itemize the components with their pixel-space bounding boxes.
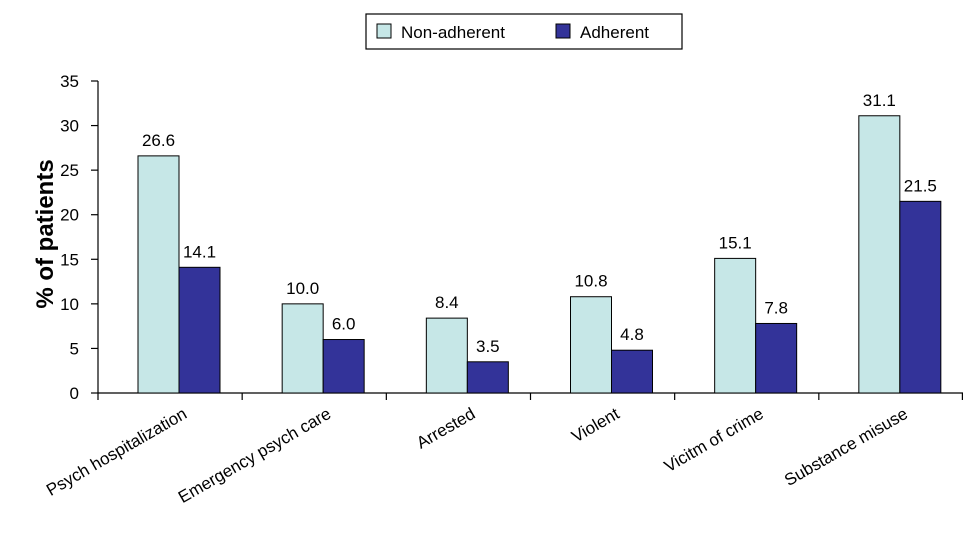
bar-labels: 26.6 14.1 10.0 6.0 8.4 3.5 10.8 4.8 15.1 7.8 31.1 2… — [142, 91, 937, 356]
y-tick-label: 15 — [60, 250, 79, 269]
legend-label: Adherent — [580, 23, 649, 42]
y-tick-label: 30 — [60, 117, 79, 136]
data-label: 7.8 — [764, 298, 788, 317]
legend: Non-adherent Adherent — [365, 13, 683, 50]
bar-non-adherent — [281, 303, 324, 394]
data-label: 8.4 — [435, 293, 459, 312]
category-label: Emergency psych care — [175, 404, 334, 507]
legend-box — [365, 13, 683, 50]
data-label: 10.0 — [286, 279, 319, 298]
x-axis — [97, 392, 963, 400]
bar-adherent — [178, 266, 221, 394]
legend-label: Non-adherent — [401, 23, 505, 42]
bars — [137, 115, 942, 394]
y-tick-label: 25 — [60, 161, 79, 180]
legend-swatch — [376, 23, 392, 39]
data-label: 31.1 — [863, 91, 896, 110]
category-label: Substance misuse — [781, 404, 911, 490]
bar-non-adherent — [137, 155, 180, 394]
data-label: 4.8 — [620, 325, 644, 344]
y-tick-label: 10 — [60, 295, 79, 314]
y-tick-label: 0 — [70, 384, 79, 403]
y-tick-label: 35 — [60, 72, 79, 91]
bar-non-adherent — [714, 257, 757, 394]
bar-adherent — [466, 361, 509, 394]
y-tick-label: 5 — [70, 339, 79, 358]
bar-non-adherent — [570, 296, 612, 394]
data-label: 10.8 — [574, 272, 607, 291]
bar-adherent — [899, 200, 942, 394]
bar-adherent — [755, 322, 798, 394]
category-label: Psych hospitalization — [43, 404, 190, 500]
data-label: 3.5 — [476, 337, 500, 356]
category-label: Vicitm of crime — [661, 404, 767, 476]
data-label: 21.5 — [904, 176, 937, 195]
y-axis: 0 5 10 15 20 25 30 35 — [60, 72, 99, 403]
category-label: Violent — [568, 404, 622, 446]
y-axis-title: % of patients — [32, 159, 59, 308]
legend-swatch — [555, 23, 571, 39]
data-label: 26.6 — [142, 131, 175, 150]
y-tick-label: 20 — [60, 206, 79, 225]
bar-adherent — [322, 339, 365, 394]
data-label: 6.0 — [332, 315, 356, 334]
bar-non-adherent — [425, 317, 468, 394]
category-label: Arrested — [413, 404, 478, 453]
data-label: 14.1 — [183, 242, 216, 261]
bar-non-adherent — [858, 115, 901, 394]
data-label: 15.1 — [719, 233, 752, 252]
bar-adherent — [611, 349, 653, 394]
